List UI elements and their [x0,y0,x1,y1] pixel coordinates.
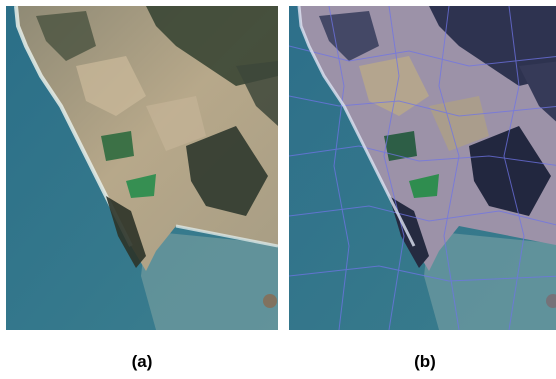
panel-a-caption: (a) [131,352,153,371]
satellite-image-a [6,6,278,330]
satellite-image-panel-a [6,6,278,330]
segmented-image-panel-b [289,6,556,330]
panel-b-caption: (b) [414,352,436,371]
segmented-image-b [289,6,556,330]
